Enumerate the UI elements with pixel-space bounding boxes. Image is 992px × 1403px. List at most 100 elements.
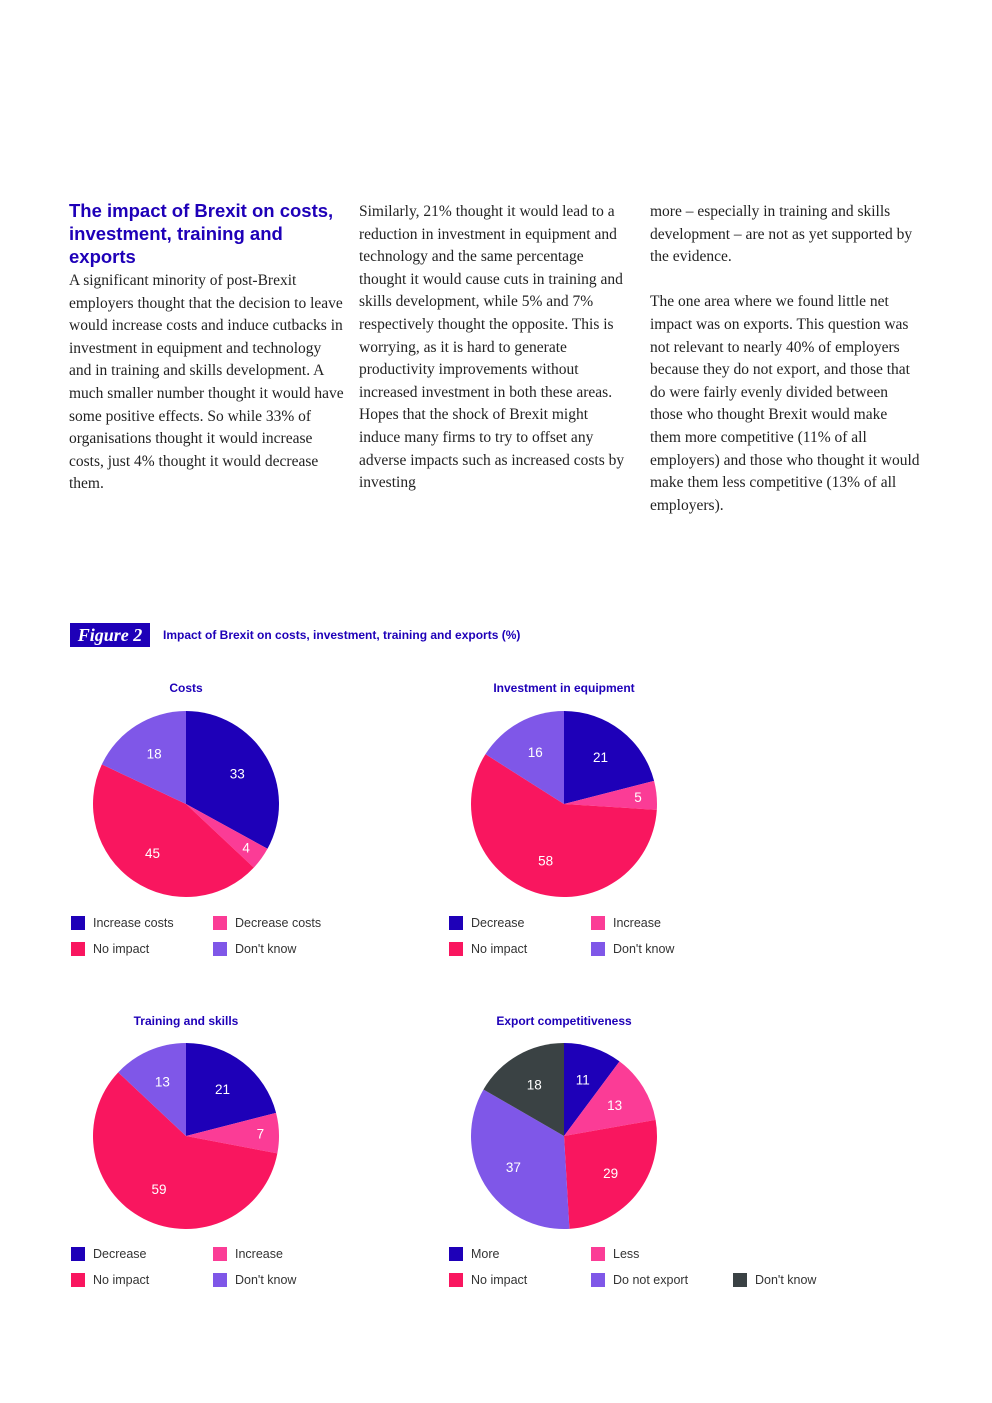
data-label: 11 [576, 1073, 590, 1088]
figure-title: Impact of Brexit on costs, investment, t… [163, 628, 521, 642]
legend-swatch [71, 941, 85, 956]
column-3: more – especially in training and skills… [650, 201, 922, 517]
column-1: A significant minority of post-Brexit em… [69, 270, 344, 496]
pie-slice [92, 1072, 278, 1229]
chart-title: Training and skills [133, 1014, 239, 1028]
pie-slice [564, 780, 657, 810]
data-label: 21 [593, 750, 608, 765]
pie-slice [186, 1112, 279, 1154]
data-label: 4 [242, 841, 250, 856]
pie-chart: 33 4 45 18 [92, 711, 279, 897]
legend-label: Increase [613, 916, 661, 930]
legend-swatch [71, 1247, 85, 1261]
legend-label: Decrease [93, 1247, 147, 1261]
pie-slice [186, 804, 268, 868]
legend-label: No impact [471, 1272, 528, 1287]
legend-swatch [591, 941, 605, 956]
data-label: 58 [538, 854, 553, 869]
legend-item: Decrease [449, 915, 525, 931]
legend-swatch [733, 1272, 747, 1287]
pie-slice [186, 1043, 277, 1136]
legend-swatch [213, 916, 227, 930]
legend-swatch [449, 916, 463, 930]
legend-item: Increase [591, 915, 661, 931]
legend-swatch [591, 1247, 605, 1261]
paragraph: Similarly, 21% thought it would lead to … [359, 203, 625, 492]
data-label: 18 [527, 1077, 542, 1092]
data-label: 21 [215, 1082, 230, 1097]
legend-swatch [213, 1272, 227, 1287]
legend-swatch [449, 941, 463, 956]
legend-item: Decrease costs [213, 915, 321, 931]
pie-slice [483, 1043, 564, 1136]
data-label: 37 [506, 1160, 521, 1175]
legend-label: Don't know [235, 1272, 297, 1287]
legend-label: Don't know [755, 1272, 817, 1287]
pie-slice [564, 1061, 656, 1136]
legend-label: Increase [235, 1247, 283, 1261]
legend-swatch [213, 941, 227, 956]
article-heading: The impact of Brexit on costs, investmen… [69, 200, 334, 267]
data-label: 59 [151, 1182, 166, 1197]
legend-label: No impact [93, 941, 150, 956]
legend-swatch [71, 916, 85, 930]
legend-swatch [71, 1272, 85, 1287]
data-label: 7 [257, 1127, 265, 1142]
paragraph: A significant minority of post-Brexit em… [69, 272, 344, 493]
chart-title: Costs [169, 681, 203, 695]
pie-chart: 11 13 29 37 18 [471, 1043, 657, 1229]
chart-title: Export competitiveness [496, 1014, 632, 1028]
pie-slice [101, 711, 186, 804]
legend-label: Don't know [613, 941, 675, 956]
pie-slice [186, 711, 279, 849]
legend-item: More [449, 1246, 499, 1262]
legend-item: Less [591, 1246, 639, 1262]
data-label: 13 [155, 1074, 170, 1089]
legend-swatch [449, 1272, 463, 1287]
legend-item: Don't know [591, 941, 674, 957]
legend-item: Increase [213, 1246, 283, 1262]
legend-label: No impact [471, 941, 528, 956]
paragraph: The one area where we found little net i… [650, 293, 920, 514]
legend-swatch [591, 1272, 605, 1287]
pie-slice [485, 711, 564, 804]
legend-item: Don't know [213, 1272, 296, 1288]
legend-swatch [213, 1247, 227, 1261]
figure-badge: Figure 2 [70, 623, 150, 647]
legend-item: Do not export [591, 1272, 688, 1288]
legend-label: Don't know [235, 941, 297, 956]
data-label: 13 [607, 1098, 622, 1113]
legend-label: Do not export [613, 1272, 689, 1287]
legend-label: More [471, 1247, 500, 1261]
legend-item: Increase costs [71, 915, 174, 931]
legend-label: Increase costs [93, 916, 174, 930]
pie-slice [564, 1119, 657, 1229]
data-label: 45 [145, 846, 160, 861]
legend-label: No impact [93, 1272, 150, 1287]
legend-item: Don't know [213, 941, 296, 957]
legend-swatch [591, 916, 605, 930]
legend-swatch [449, 1247, 463, 1261]
legend-label: Decrease costs [235, 916, 322, 930]
data-label: 18 [147, 747, 162, 762]
pie-slice [92, 764, 254, 897]
data-label: 16 [528, 745, 543, 760]
legend-item: No impact [71, 1272, 149, 1288]
legend-label: Less [613, 1247, 640, 1261]
pie-chart: 21 5 58 16 [471, 711, 657, 897]
pie-slice [564, 1043, 620, 1136]
data-label: 33 [230, 767, 245, 782]
data-label: 5 [634, 790, 642, 805]
pie-slice [471, 754, 657, 897]
legend-item: Don't know [733, 1272, 816, 1288]
legend-item: No impact [449, 941, 527, 957]
pie-slice [471, 1089, 570, 1229]
pie-slice [564, 711, 655, 804]
legend-label: Decrease [471, 916, 525, 930]
paragraph: more – especially in training and skills… [650, 203, 913, 266]
legend-item: Decrease [71, 1246, 147, 1262]
pie-chart: 21 7 59 13 [92, 1043, 279, 1229]
column-2: Similarly, 21% thought it would lead to … [359, 201, 629, 495]
chart-title: Investment in equipment [493, 681, 635, 695]
